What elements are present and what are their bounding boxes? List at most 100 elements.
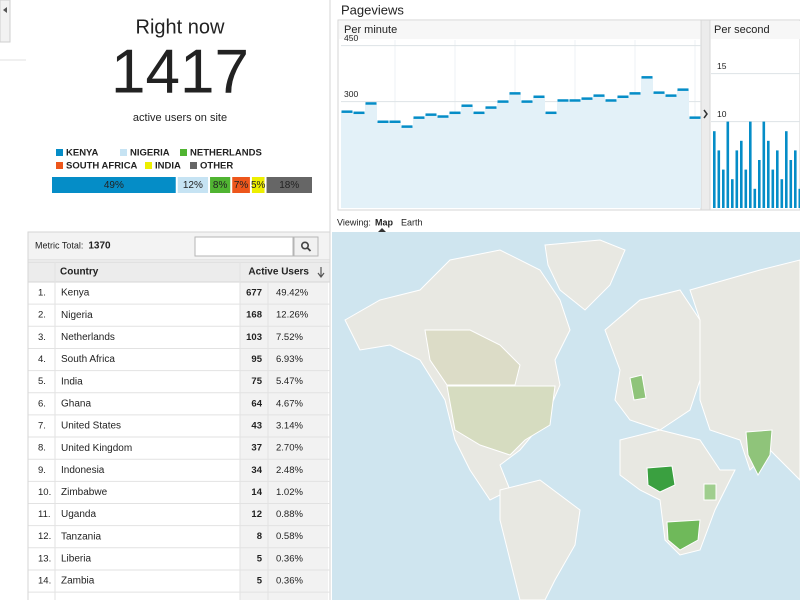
y-tick-label: 10 — [717, 109, 727, 119]
active-users: 103 — [246, 332, 262, 343]
bar — [735, 150, 739, 208]
country-link[interactable]: Kenya — [61, 288, 90, 299]
share-label: 49% — [104, 180, 124, 191]
land — [619, 429, 736, 556]
search-icon — [306, 247, 312, 252]
bar — [785, 131, 788, 208]
step-fill — [449, 112, 461, 208]
active-users: 64 — [251, 398, 262, 409]
active-users-count: 1417 — [111, 37, 249, 106]
country-link[interactable]: Uganda — [61, 509, 96, 520]
step-fill — [353, 112, 365, 208]
active-users: 37 — [251, 443, 262, 454]
rank: 3. — [38, 332, 46, 343]
metric-total: 1370 — [88, 241, 111, 252]
active-users: 14 — [251, 487, 262, 498]
bar — [731, 179, 734, 208]
bar — [767, 140, 770, 208]
column-header[interactable]: Active Users — [248, 267, 309, 278]
step-fill — [473, 112, 485, 208]
bar — [762, 121, 766, 208]
bar — [740, 140, 743, 208]
legend-label: NETHERLANDS — [190, 148, 262, 159]
sidebar-toggle[interactable] — [0, 0, 11, 43]
percentage: 0.36% — [276, 553, 303, 564]
chart-header — [339, 21, 700, 39]
title: Right now — [136, 16, 225, 38]
step-fill — [557, 100, 569, 208]
country-link[interactable]: Nigeria — [61, 310, 93, 321]
search-button[interactable] — [293, 236, 319, 257]
percentage: 49.42% — [276, 288, 309, 299]
step-fill — [401, 126, 413, 208]
step-fill — [533, 96, 545, 208]
percentage: 2.48% — [276, 465, 303, 476]
view-tab[interactable]: Map — [375, 217, 394, 227]
chart-label: Per second — [714, 24, 770, 36]
world-map — [332, 232, 800, 600]
legend-swatch — [145, 162, 152, 169]
legend-swatch — [56, 162, 63, 169]
rank: 1. — [38, 288, 46, 299]
country-link[interactable]: Netherlands — [61, 332, 115, 343]
country-link[interactable]: South Africa — [61, 354, 115, 365]
country-link[interactable]: United Kingdom — [61, 443, 132, 454]
land — [499, 479, 581, 600]
percentage: 12.26% — [276, 310, 309, 321]
view-tab[interactable]: Earth — [401, 217, 423, 227]
country-link[interactable]: Liberia — [61, 554, 91, 565]
bar — [794, 150, 797, 208]
country-link[interactable]: India — [61, 376, 83, 387]
percentage: 0.58% — [276, 531, 303, 542]
share-segment — [251, 177, 265, 193]
rank: 10. — [38, 487, 51, 498]
active-users: 168 — [246, 310, 262, 321]
active-users: 34 — [251, 465, 262, 476]
search-input[interactable] — [194, 236, 294, 257]
step-fill — [653, 92, 665, 208]
legend-label: KENYA — [66, 148, 99, 159]
active-tab-marker — [378, 228, 386, 232]
rank: 7. — [38, 420, 46, 431]
rank: 14. — [38, 576, 51, 587]
legend-label: OTHER — [200, 161, 233, 172]
share-segment — [177, 177, 209, 193]
country-link[interactable]: Ghana — [61, 398, 91, 409]
legend-swatch — [120, 149, 127, 156]
step-fill — [617, 96, 629, 208]
step-fill — [605, 100, 617, 208]
chart-label: Per minute — [344, 24, 397, 36]
land — [646, 465, 676, 493]
land — [544, 239, 626, 311]
percentage: 1.02% — [276, 487, 303, 498]
percentage: 3.14% — [276, 420, 303, 431]
share-label: 5% — [251, 180, 266, 191]
percentage: 0.36% — [276, 576, 303, 587]
country-link[interactable]: Zimbabwe — [61, 487, 108, 498]
country-link[interactable]: Indonesia — [61, 465, 105, 476]
percentage: 4.67% — [276, 398, 303, 409]
land — [446, 385, 556, 456]
land — [689, 259, 800, 481]
share-segment — [266, 177, 312, 193]
legend-swatch — [190, 162, 197, 169]
share-label: 12% — [183, 180, 203, 191]
step-fill — [425, 114, 437, 208]
step-fill — [569, 100, 581, 208]
bar — [780, 179, 784, 208]
percentage: 6.93% — [276, 354, 303, 365]
country-link[interactable]: United States — [61, 421, 121, 432]
country-link[interactable]: Zambia — [61, 576, 95, 587]
step-fill — [461, 105, 473, 208]
share-segment — [232, 177, 250, 193]
active-users: 75 — [251, 376, 262, 387]
y-tick-label: 450 — [344, 33, 358, 43]
percentage: 5.47% — [276, 376, 303, 387]
legend-swatch — [56, 149, 63, 156]
country-link[interactable]: Tanzania — [61, 531, 101, 542]
share-label: 7% — [234, 180, 249, 191]
percentage: 2.70% — [276, 443, 303, 454]
rank: 11. — [38, 509, 51, 520]
bar — [726, 121, 730, 208]
